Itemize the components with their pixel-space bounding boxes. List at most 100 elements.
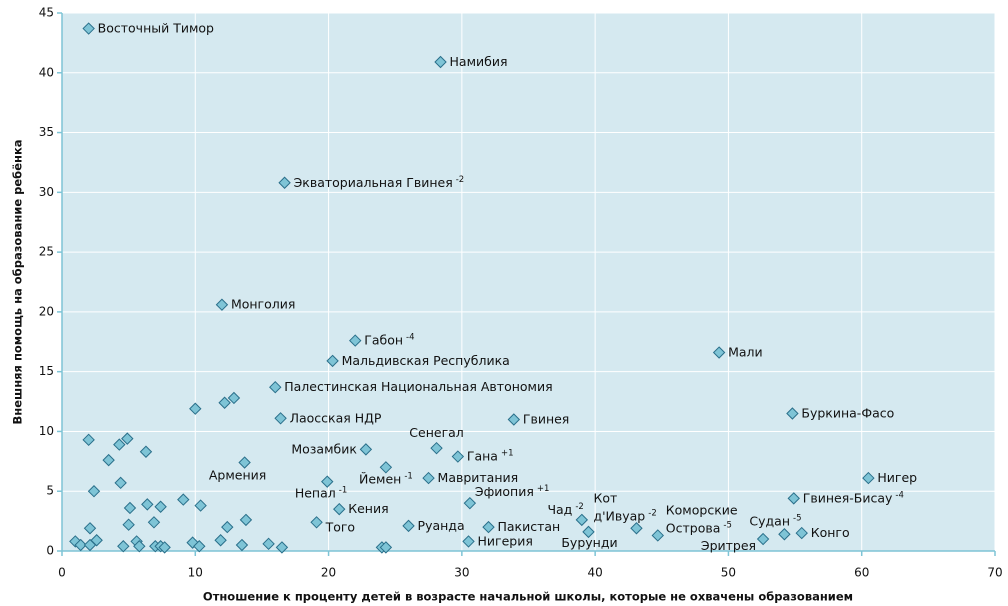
y-tick-label: 15: [39, 364, 54, 378]
point-label-note: -4: [406, 332, 414, 342]
x-tick-label: 20: [321, 566, 336, 580]
point-label: Эритрея: [701, 538, 756, 553]
point: [651, 529, 664, 542]
point-label-line: Конго: [811, 525, 850, 540]
point: [177, 493, 190, 506]
point-label-line: Монголия: [231, 296, 295, 311]
y-tick-label: 25: [39, 245, 54, 259]
point-label: Кот д'Ивуар -2: [593, 490, 656, 523]
point: [630, 522, 643, 535]
point-label-line: Пакистан: [498, 519, 561, 534]
point-label-line: Буркина-Фасо: [801, 405, 894, 420]
y-tick-label: 10: [39, 424, 54, 438]
point-label-line: Судан: [749, 513, 790, 528]
point-label-line: Чад: [547, 501, 572, 516]
point-label-line: Мали: [728, 344, 763, 359]
point-label: Эфиопия +1: [475, 484, 550, 499]
point: [326, 354, 339, 368]
y-tick-label: 40: [39, 65, 54, 79]
point: [269, 381, 282, 394]
point: [402, 519, 415, 533]
point: [102, 453, 115, 467]
point-label: Габон -4: [364, 332, 414, 347]
point-label: Непал -1: [295, 485, 347, 500]
point-label-line: Гвинея-Бисау: [803, 490, 893, 505]
point-label: Гвинея: [523, 411, 570, 426]
x-tick-label: 0: [58, 566, 66, 580]
point: [422, 471, 435, 485]
point: [82, 433, 95, 447]
point-label-line: Палестинская Национальная Автономия: [284, 379, 552, 394]
point: [235, 538, 249, 552]
point: [113, 438, 126, 451]
point: [349, 334, 362, 347]
point: [238, 456, 251, 469]
point-label: Пакистан: [498, 519, 561, 534]
point-label: Буркина-Фасо: [801, 405, 894, 420]
y-tick-label: 0: [46, 544, 54, 558]
point: [87, 485, 101, 498]
x-tick-label: 40: [588, 566, 603, 580]
point: [712, 346, 726, 359]
point: [123, 501, 137, 515]
point: [786, 407, 799, 420]
point-label: Мавритания: [438, 470, 519, 485]
point-label-note: -4: [895, 490, 903, 500]
point-label: Нигер: [877, 470, 917, 485]
point: [154, 500, 167, 513]
point-label-line: Йемен: [359, 471, 401, 486]
point-label-line: Руанда: [418, 517, 465, 532]
point-label-line: Нигер: [877, 470, 917, 485]
point: [333, 502, 346, 516]
point: [121, 432, 134, 445]
point-label: Гана +1: [467, 448, 514, 463]
y-tick-label: 20: [39, 304, 54, 318]
point-label: Мали: [728, 344, 763, 359]
point: [430, 441, 443, 455]
point: [139, 445, 153, 458]
point-label-note: +1: [501, 448, 514, 458]
y-tick-label: 35: [39, 125, 54, 139]
point: [482, 520, 495, 534]
point-label-line: Гана: [467, 448, 498, 463]
point: [83, 522, 97, 535]
point-label-line: Мавритания: [438, 470, 519, 485]
point: [114, 476, 127, 490]
point-label-line: Экваториальная Гвинея: [294, 174, 453, 189]
point-label-line: Острова: [666, 520, 721, 535]
point-label-note: -1: [404, 471, 412, 481]
point: [379, 461, 393, 474]
point-label: Того: [325, 519, 356, 534]
point: [214, 534, 227, 547]
point-label-note: -2: [575, 501, 583, 511]
point: [575, 513, 589, 527]
point-label: Коморские Острова -5: [666, 502, 738, 535]
point: [90, 534, 103, 547]
point: [379, 541, 393, 554]
point-label: Судан -5: [749, 513, 801, 528]
point-label: Кения: [348, 501, 388, 516]
point: [221, 520, 234, 534]
point-label-line: Непал: [295, 485, 336, 500]
point-label-line: Эфиопия: [475, 484, 534, 499]
point: [434, 55, 447, 69]
point-label-line: Габон: [364, 332, 403, 347]
point-label-note: -2: [456, 174, 464, 184]
y-tick-label: 30: [39, 185, 54, 199]
point: [189, 402, 202, 415]
point: [239, 513, 253, 527]
y-axis-title: Внешняя помощь на образование ребёнка: [11, 139, 25, 424]
point: [451, 450, 465, 463]
point: [275, 541, 289, 554]
point: [778, 528, 791, 541]
point-label: Лаосская НДР: [290, 410, 382, 425]
point: [141, 498, 154, 511]
point: [82, 22, 95, 35]
x-tick-label: 10: [188, 566, 203, 580]
point: [462, 535, 475, 548]
point-label-line: Того: [325, 519, 356, 534]
x-tick-label: 30: [454, 566, 469, 580]
point: [787, 492, 800, 505]
point-label-line: д'Ивуар: [593, 508, 645, 523]
point-label-line: Армения: [209, 467, 266, 482]
